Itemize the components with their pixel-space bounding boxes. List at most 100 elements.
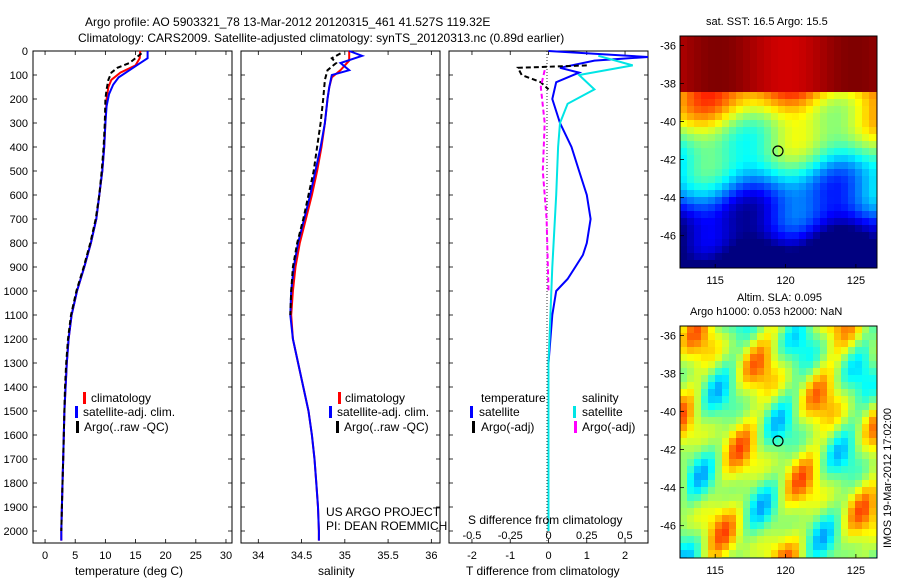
heatmap-cell (708, 396, 715, 403)
heatmap-cell (834, 148, 841, 155)
heatmap-cell (806, 522, 813, 529)
heatmap-cell (820, 550, 827, 557)
heatmap-cell (701, 459, 708, 466)
heatmap-cell (729, 169, 736, 176)
heatmap-cell (813, 141, 820, 148)
heatmap-cell (708, 438, 715, 445)
heatmap-cell (722, 106, 729, 113)
heatmap-cell (869, 326, 876, 333)
heatmap-cell (855, 141, 862, 148)
heatmap-cell (778, 354, 785, 361)
heatmap-cell (715, 246, 722, 253)
heatmap-cell (687, 424, 694, 431)
heatmap-cell (750, 169, 757, 176)
heatmap-cell (792, 246, 799, 253)
heatmap-cell (841, 127, 848, 134)
heatmap-cell (680, 148, 687, 155)
heatmap-cell (799, 438, 806, 445)
heatmap-cell (778, 260, 785, 267)
heatmap-cell (785, 508, 792, 515)
heatmap-cell (701, 113, 708, 120)
heatmap-cell (743, 459, 750, 466)
heatmap-cell (757, 85, 764, 92)
heatmap-cell (799, 452, 806, 459)
heatmap-cell (708, 480, 715, 487)
map-x-tick-label: 120 (776, 565, 794, 577)
heatmap-cell (806, 340, 813, 347)
heatmap-cell (771, 260, 778, 267)
heatmap-cell (841, 57, 848, 64)
heatmap-cell (715, 340, 722, 347)
heatmap-cell (743, 36, 750, 43)
heatmap-cell (736, 148, 743, 155)
heatmap-cell (841, 529, 848, 536)
heatmap-cell (708, 64, 715, 71)
heatmap-cell (827, 162, 834, 169)
heatmap-cell (722, 183, 729, 190)
heatmap-cell (841, 113, 848, 120)
heatmap-cell (862, 501, 869, 508)
heatmap-cell (694, 260, 701, 267)
heatmap-cell (694, 536, 701, 543)
heatmap-cell (813, 459, 820, 466)
heatmap-cell (778, 438, 785, 445)
heatmap-cell (743, 92, 750, 99)
heatmap-cell (869, 176, 876, 183)
heatmap-cell (757, 326, 764, 333)
heatmap-cell (694, 361, 701, 368)
heatmap-cell (743, 333, 750, 340)
heatmap-cell (680, 340, 687, 347)
heatmap-cell (722, 529, 729, 536)
heatmap-cell (799, 190, 806, 197)
heatmap-cell (778, 340, 785, 347)
heatmap-cell (701, 515, 708, 522)
heatmap-cell (806, 501, 813, 508)
heatmap-cell (729, 368, 736, 375)
heatmap-cell (708, 85, 715, 92)
heatmap-cell (834, 246, 841, 253)
heatmap-cell (715, 253, 722, 260)
heatmap-cell (848, 375, 855, 382)
heatmap-cell (715, 529, 722, 536)
heatmap-cell (722, 204, 729, 211)
heatmap-cell (771, 361, 778, 368)
heatmap-cell (694, 85, 701, 92)
heatmap-cell (764, 410, 771, 417)
heatmap-cell (757, 239, 764, 246)
heatmap-cell (771, 176, 778, 183)
depth-ticks: 0100200300400500600700800900100011001200… (4, 46, 648, 538)
heatmap-cell (729, 106, 736, 113)
heatmap-cell (701, 473, 708, 480)
heatmap-cell (701, 190, 708, 197)
heatmap-cell (855, 459, 862, 466)
heatmap-cell (841, 232, 848, 239)
heatmap-cell (757, 543, 764, 550)
heatmap-cell (680, 162, 687, 169)
heatmap-cell (792, 340, 799, 347)
heatmap-cell (862, 169, 869, 176)
heatmap-cell (820, 368, 827, 375)
heatmap-cell (862, 354, 869, 361)
heatmap-cell (680, 333, 687, 340)
heatmap-cell (841, 246, 848, 253)
heatmap-cell (729, 326, 736, 333)
heatmap-cell (827, 508, 834, 515)
heatmap-cell (785, 64, 792, 71)
heatmap-cell (687, 204, 694, 211)
heatmap-cell (701, 438, 708, 445)
heatmap-cell (869, 197, 876, 204)
heatmap-cell (694, 452, 701, 459)
heatmap-cell (771, 515, 778, 522)
heatmap-cell (778, 382, 785, 389)
heatmap-cell (862, 106, 869, 113)
heatmap-cell (687, 473, 694, 480)
heatmap-cell (729, 36, 736, 43)
heatmap-cell (715, 368, 722, 375)
heatmap-cell (841, 361, 848, 368)
heatmap-cell (806, 239, 813, 246)
heatmap-cell (680, 452, 687, 459)
heatmap-cell (813, 515, 820, 522)
heatmap-cell (708, 148, 715, 155)
salinity-series (289, 50, 366, 541)
heatmap-cell (736, 113, 743, 120)
